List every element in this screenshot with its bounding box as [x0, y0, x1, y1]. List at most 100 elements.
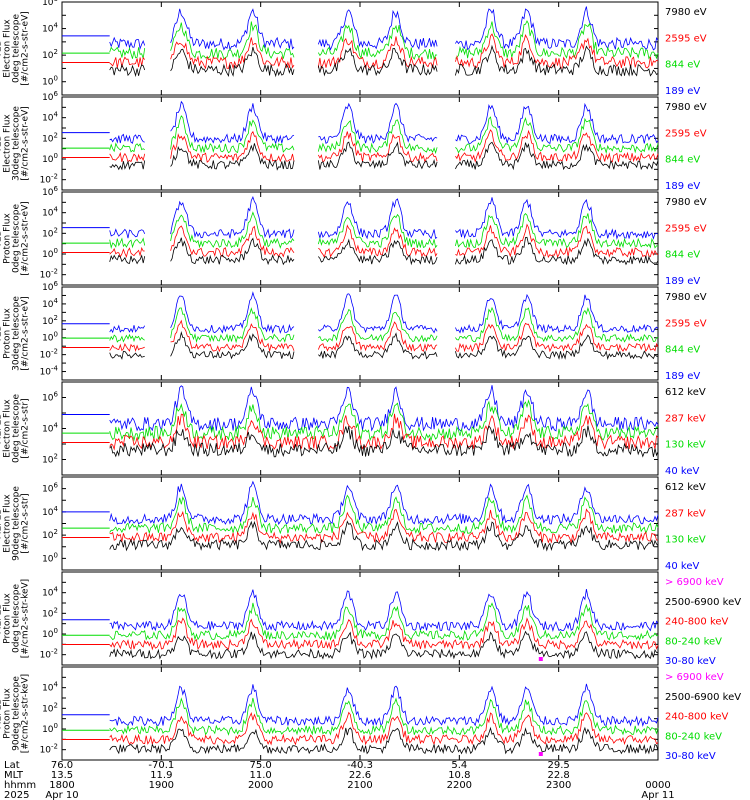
y-axis-title-line: MEPED [0, 508, 4, 540]
y-tick-label: 104 [42, 505, 58, 518]
legend-entry: 2595 eV [665, 128, 707, 139]
bottom-tick-value: 1900 [149, 780, 174, 791]
series-green-trace [109, 211, 659, 250]
y-tick-label: 106 [42, 280, 58, 293]
y-tick-label: 102 [42, 606, 58, 619]
y-tick-label: 104 [42, 22, 58, 35]
bottom-tick-value: 2000 [248, 780, 273, 791]
legend-entry: 30-80 keV [665, 751, 716, 762]
y-axis-title-line: 0deg telescope [12, 584, 22, 654]
y-axis-title-line: Proton Flux [3, 688, 13, 739]
y-tick-label: 106 [42, 391, 58, 404]
legend-entry: 2595 eV [665, 33, 707, 44]
y-tick-label: 104 [42, 297, 58, 310]
y-axis-title-line: [#/cm2-s-str-keV] [21, 674, 31, 753]
y-tick-label: 10-4 [40, 365, 59, 378]
bottom-tick-value: 76.0 [51, 760, 73, 771]
series-green-trace [109, 697, 659, 736]
panel-frame [61, 96, 659, 191]
legend-entry: 189 eV [665, 371, 700, 382]
bottom-tick-value: -70.1 [148, 760, 174, 771]
series-red-trace [109, 33, 659, 70]
legend-entry: 844 eV [665, 345, 700, 356]
series-green-trace [109, 20, 659, 61]
y-axis-title-line: 90deg telescope [12, 486, 22, 561]
series-green-trace [109, 306, 659, 344]
legend-entry: > 6900 keV [665, 577, 724, 588]
y-axis-title-line: Electron Flux [3, 114, 13, 173]
y-tick-label: 100 [42, 722, 58, 735]
y-tick-label: 100 [42, 152, 58, 165]
legend-entry: 2595 eV [665, 223, 707, 234]
y-axis-title-line: TED [0, 39, 4, 58]
panel-2: 106 104 102 100 10-2 TED Electron Flux 30deg te… [0, 90, 707, 192]
legend-entry: > 6900 keV [665, 672, 724, 683]
bottom-tick-value: 11.9 [150, 770, 172, 781]
series-blue-trace [109, 589, 659, 632]
y-tick-label: 104 [42, 111, 58, 124]
y-tick-label: 104 [42, 681, 58, 694]
series-red-trace [109, 319, 659, 353]
y-axis-title-line: [#/cm2-s-str-eV] [21, 296, 31, 371]
series-black-trace [109, 520, 659, 552]
y-axis-title-line: [#/cm2-s-str-eV] [21, 11, 31, 86]
y-tick-label: 102 [42, 226, 58, 239]
legend-entry: 2500-6900 keV [665, 692, 741, 703]
panel-frame [61, 191, 659, 286]
panel-frame [61, 571, 659, 666]
y-tick-label: 102 [42, 314, 58, 327]
bottom-tick-value: 22.6 [349, 770, 371, 781]
legend-entry: 844 eV [665, 60, 700, 71]
legend-entry: 130 keV [665, 440, 706, 451]
y-axis-title-line: [#/cm2-s-str] [21, 493, 31, 553]
series-blue-trace [109, 291, 659, 334]
series-green-trace [109, 602, 659, 641]
legend-entry: 189 eV [665, 181, 700, 192]
panel-frame [61, 666, 659, 761]
series-black-trace [109, 630, 659, 660]
bottom-tick-value: 13.5 [51, 770, 73, 781]
y-axis-title-line: MEPED [0, 603, 4, 635]
legend-entry: 240-800 keV [665, 617, 729, 628]
y-tick-label: 106 [42, 90, 58, 103]
legend-entry: 30-80 keV [665, 656, 716, 667]
y-tick-label: 100 [42, 551, 58, 564]
bottom-tick-value: Apr 11 [641, 790, 674, 800]
y-tick-label: 102 [42, 453, 58, 466]
legend-entry: 612 keV [665, 387, 706, 398]
y-tick-label: 100 [42, 627, 58, 640]
legend-entry: 7980 eV [665, 7, 707, 18]
series-green-trace [109, 494, 659, 535]
y-tick-label: 10-2 [40, 173, 58, 186]
series-red-trace [109, 129, 659, 164]
y-axis-title-line: Electron Flux [3, 399, 13, 458]
panel-frame [61, 476, 659, 571]
y-axis-title-line: [#/cm2-s-str-eV] [21, 201, 31, 276]
legend-entry: 844 eV [665, 155, 700, 166]
legend-entry: 189 eV [665, 86, 700, 97]
y-axis-title-line: 0deg telescope [12, 14, 22, 84]
y-axis-title-line: [#/cm2-s-str] [21, 398, 31, 458]
y-axis-title-line: [#/cm2-s-str-eV] [21, 106, 31, 181]
bottom-tick-value: 0000 [645, 780, 670, 791]
y-tick-label: 106 [42, 0, 58, 8]
legend-entry: 287 keV [665, 508, 706, 519]
y-axis-title-line: Proton Flux [3, 213, 13, 264]
bottom-tick-value: 10.8 [448, 770, 470, 781]
legend-entry: 2595 eV [665, 318, 707, 329]
bottom-tick-value: 11.0 [250, 770, 272, 781]
series-green-trace [109, 115, 659, 155]
series-blue-trace [109, 385, 659, 433]
series-green-trace [109, 399, 659, 442]
legend-entry: 2500-6900 keV [665, 597, 741, 608]
y-axis-title-line: TED [0, 229, 4, 248]
legend-entry: 80-240 keV [665, 636, 722, 647]
y-axis-title-line: Proton Flux [3, 593, 13, 644]
series-blue-trace [109, 100, 659, 146]
series-blue-trace [109, 6, 659, 52]
bottom-tick-value: 2300 [546, 780, 571, 791]
legend-entry: 40 keV [665, 466, 699, 477]
legend-entry: 7980 eV [665, 102, 707, 113]
bottom-row-label: MLT [4, 770, 24, 781]
panel-3: 106 104 102 100 10-2 TED Proton Flux 0deg teles… [0, 185, 707, 287]
